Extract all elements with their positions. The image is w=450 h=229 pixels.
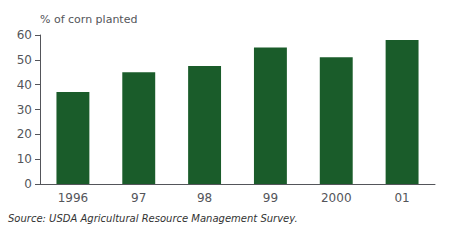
svg-text:0: 0 bbox=[24, 177, 32, 191]
svg-text:% of corn planted: % of corn planted bbox=[40, 13, 137, 26]
svg-text:50: 50 bbox=[17, 53, 32, 67]
svg-text:20: 20 bbox=[17, 127, 32, 141]
svg-text:10: 10 bbox=[17, 152, 32, 166]
svg-text:97: 97 bbox=[131, 191, 146, 205]
svg-text:01: 01 bbox=[394, 191, 409, 205]
svg-text:98: 98 bbox=[197, 191, 212, 205]
svg-text:60: 60 bbox=[17, 28, 32, 42]
svg-text:Source: USDA Agricultural Reso: Source: USDA Agricultural Resource Manag… bbox=[8, 213, 298, 224]
svg-text:99: 99 bbox=[263, 191, 278, 205]
svg-text:1996: 1996 bbox=[58, 191, 89, 205]
svg-text:40: 40 bbox=[17, 78, 32, 92]
svg-text:30: 30 bbox=[17, 103, 32, 117]
svg-text:2000: 2000 bbox=[321, 191, 352, 205]
